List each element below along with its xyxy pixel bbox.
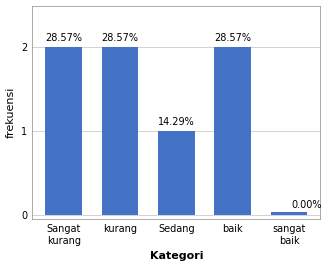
Text: 14.29%: 14.29% (158, 117, 195, 127)
Text: 28.57%: 28.57% (45, 33, 82, 43)
Bar (102, 48, 138, 215)
Y-axis label: frekuensi: frekuensi (6, 87, 16, 138)
X-axis label: Kategori: Kategori (150, 252, 203, 261)
Bar (271, 212, 307, 215)
Bar (214, 48, 251, 215)
Bar (45, 48, 82, 215)
Text: 28.57%: 28.57% (102, 33, 138, 43)
Bar (158, 131, 195, 215)
Text: 28.57%: 28.57% (214, 33, 251, 43)
Text: 0.00%: 0.00% (292, 200, 322, 210)
